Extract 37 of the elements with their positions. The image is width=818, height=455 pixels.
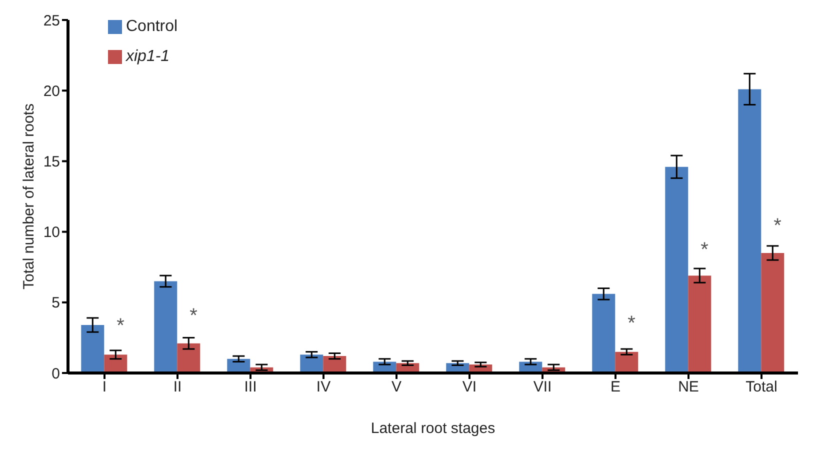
x-axis-title: Lateral root stages (370, 420, 496, 437)
y-tick-label: 25 (43, 12, 60, 30)
legend-label: xip1-1 (126, 48, 170, 65)
y-tick-label: 0 (52, 365, 60, 382)
x-tick-label: V (391, 378, 402, 396)
bar (615, 352, 638, 373)
bar (738, 89, 762, 373)
annotation: * (116, 315, 125, 338)
y-tick-label: 15 (43, 154, 60, 171)
x-tick-label: VI (462, 378, 477, 396)
y-tick-label: 5 (52, 294, 60, 312)
bar (761, 252, 784, 373)
x-tick-label: Total (746, 378, 778, 396)
bar (592, 294, 616, 373)
bar (300, 354, 324, 373)
annotation: * (700, 238, 709, 261)
bar (81, 324, 104, 373)
y-tick-label: 20 (43, 82, 60, 100)
x-tick-label: II (173, 378, 182, 396)
y-axis-title: Total number of lateral roots (20, 104, 38, 290)
x-tick-label: NE (678, 378, 699, 396)
annotation: * (774, 214, 782, 237)
bar (665, 166, 688, 373)
bar (323, 356, 346, 373)
y-tick-label: 10 (43, 224, 60, 242)
annotation: * (190, 305, 198, 328)
bar (104, 354, 128, 373)
bar (154, 281, 178, 373)
x-tick-label: IV (316, 378, 331, 396)
annotation: * (628, 312, 636, 334)
x-tick-label: VII (533, 378, 552, 396)
bar (688, 276, 712, 373)
bar (177, 343, 200, 373)
legend-label: Control (126, 18, 178, 35)
x-tick-label: E (610, 378, 621, 396)
x-tick-label: I (102, 378, 107, 396)
x-tick-label: III (244, 378, 257, 396)
